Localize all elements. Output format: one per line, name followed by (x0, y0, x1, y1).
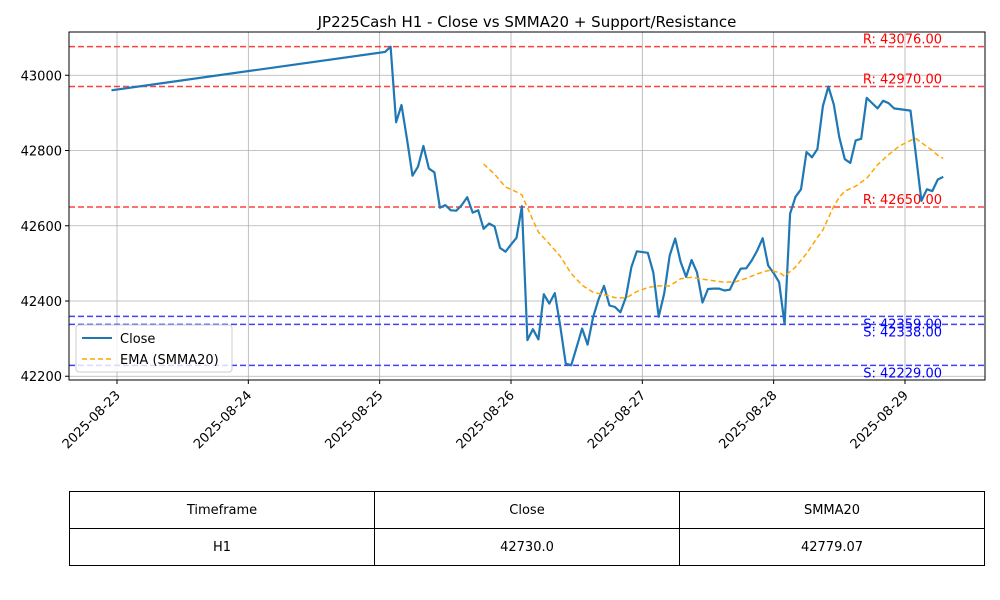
support-resistance-levels: R: 43076.00R: 42970.00R: 42650.00S: 4235… (69, 33, 985, 381)
y-tick-label: 42200 (21, 370, 62, 385)
summary-table: Timeframe Close SMMA20 H1 42730.0 42779.… (69, 491, 985, 566)
x-tick-label: 2025-08-25 (322, 388, 386, 452)
chart-title: JP225Cash H1 - Close vs SMMA20 + Support… (317, 13, 737, 31)
table-header-cell: SMMA20 (679, 491, 985, 529)
series-lines (111, 45, 944, 367)
plot-frame (68, 31, 986, 381)
legend-close-label: Close (120, 332, 155, 347)
support-level-label: S: 42229.00 (863, 366, 942, 381)
axis-ticks: 42200 42400 42600 42800 43000 2025-08-23 2025-… (21, 69, 912, 452)
x-tick-label: 2025-08-24 (191, 388, 255, 452)
y-tick-label: 42400 (21, 295, 62, 310)
x-tick-label: 2025-08-28 (716, 388, 780, 452)
close-series-line (111, 45, 944, 367)
smma-series-line (483, 137, 944, 299)
legend-smma-label: EMA (SMMA20) (120, 353, 219, 368)
resistance-level-label: R: 42650.00 (863, 193, 942, 208)
y-tick-label: 43000 (21, 69, 62, 84)
table-cell: H1 (69, 528, 375, 566)
resistance-level-label: R: 42970.00 (863, 73, 942, 88)
resistance-level-label: R: 43076.00 (863, 33, 942, 48)
table-cell: 42730.0 (374, 528, 680, 566)
table-header-cell: Close (374, 491, 680, 529)
legend: Close EMA (SMMA20) (75, 324, 233, 373)
x-tick-label: 2025-08-29 (848, 388, 912, 452)
y-tick-label: 42800 (21, 145, 62, 160)
table-cell: 42779.07 (679, 528, 985, 566)
table-header-row: Timeframe Close SMMA20 (69, 491, 985, 529)
y-tick-label: 42600 (21, 220, 62, 235)
grid (69, 32, 985, 380)
x-tick-label: 2025-08-26 (454, 388, 518, 452)
support-level-label: S: 42338.00 (863, 325, 942, 340)
table-row: H1 42730.0 42779.07 (69, 528, 985, 566)
x-tick-label: 2025-08-23 (60, 388, 124, 452)
x-tick-label: 2025-08-27 (585, 388, 649, 452)
table-header-cell: Timeframe (69, 491, 375, 529)
legend-box (75, 324, 233, 373)
